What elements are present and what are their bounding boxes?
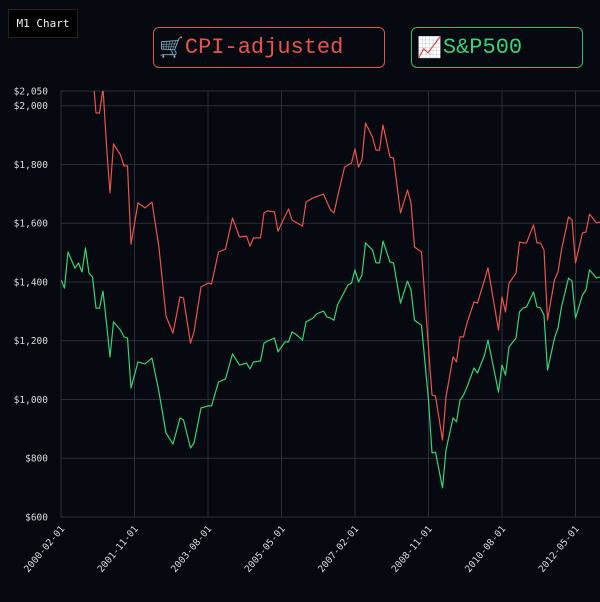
- legend-label: S&P500: [442, 35, 523, 60]
- x-tick-label: 2008-11-01: [390, 524, 435, 575]
- grid: [60, 90, 600, 518]
- x-tick-label: 2007-02-01: [316, 524, 361, 575]
- series-lines: [61, 91, 600, 489]
- y-tick-label: $800: [25, 454, 48, 465]
- series-line-cpi-adjusted: [93, 91, 600, 441]
- x-tick-label: 2001-11-01: [96, 524, 141, 575]
- y-axis: $600 $800 $1,000 $1,200 $1,400 $1,600 $1,800 $2…: [14, 87, 49, 524]
- x-tick-label: 2000-02-01: [22, 524, 67, 575]
- x-axis: 2000-02-01 2001-11-01 2003-08-01 2005-05-01…: [22, 524, 582, 575]
- legend-label: CPI-adjusted: [184, 35, 344, 60]
- y-tick-label: $1,600: [14, 219, 49, 230]
- x-tick-label: 2005-05-01: [243, 524, 288, 575]
- y-tick-label: $2,000: [14, 101, 49, 112]
- y-tick-label: $1,800: [14, 160, 49, 171]
- x-tick-label: 2012-05-01: [537, 524, 582, 575]
- series-line-s-p500: [61, 240, 600, 489]
- y-tick-label: $1,400: [14, 277, 49, 288]
- x-tick-label: 2010-08-01: [463, 524, 508, 575]
- y-tick-label: $600: [25, 513, 48, 524]
- legend-cpi-adjusted[interactable]: 🛒 CPI-adjusted: [153, 27, 385, 68]
- shopping-cart-icon: 🛒: [159, 37, 184, 61]
- y-tick-label: $2,050: [14, 87, 49, 98]
- legend-sp500[interactable]: 📈 S&P500: [411, 27, 583, 68]
- chart-increasing-icon: 📈: [417, 37, 442, 61]
- y-tick-label: $1,200: [14, 336, 49, 347]
- x-tick-label: 2003-08-01: [169, 524, 214, 575]
- y-tick-label: $1,000: [14, 395, 49, 406]
- chart-title-button[interactable]: M1 Chart: [8, 9, 78, 38]
